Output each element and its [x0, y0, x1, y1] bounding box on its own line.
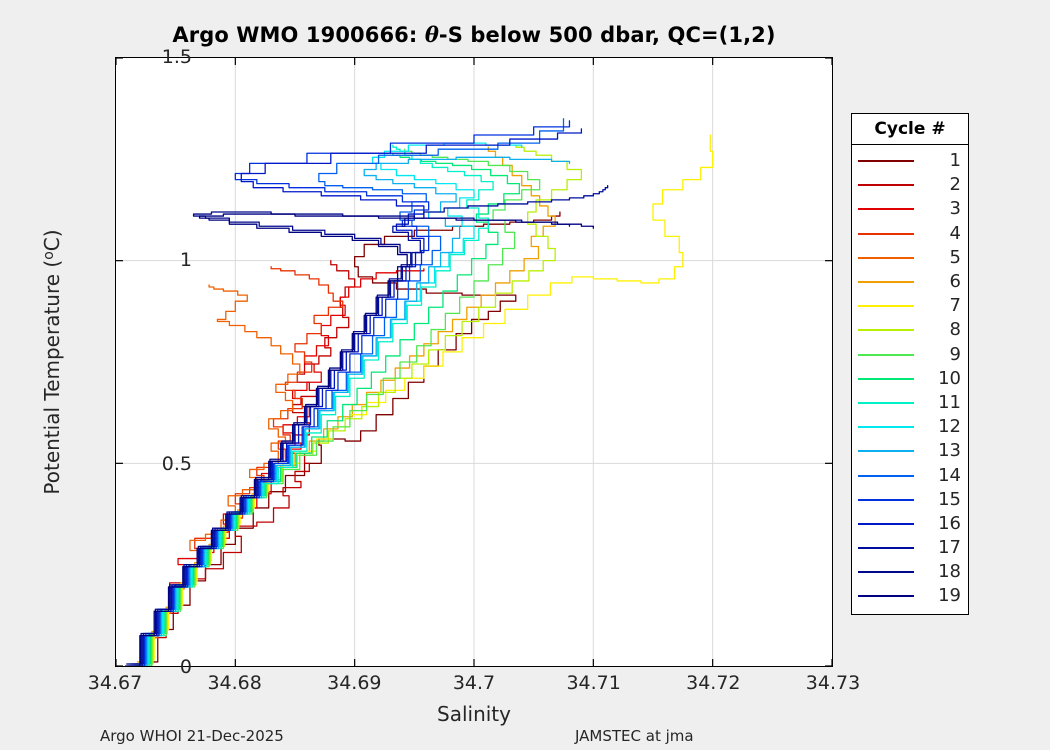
- series-line-17: [127, 185, 609, 666]
- legend-item-cycle-1[interactable]: 1: [852, 149, 968, 173]
- legend: Cycle # 1 2 3 4 5 6 7 8 9 10 11 12 13 14 15 16 17 18 19: [851, 113, 969, 615]
- x-tick-label: 34.73: [805, 672, 861, 694]
- legend-item-cycle-14[interactable]: 14: [852, 463, 968, 487]
- y-tick-label: 0: [179, 656, 192, 678]
- legend-color-swatch: [858, 547, 914, 550]
- legend-item-cycle-12[interactable]: 12: [852, 415, 968, 439]
- legend-color-swatch: [858, 184, 914, 187]
- legend-item-cycle-19[interactable]: 19: [852, 584, 968, 608]
- legend-color-swatch: [858, 426, 914, 429]
- y-tick-label: 0.5: [161, 452, 192, 475]
- plot-area: [115, 57, 833, 667]
- footer-left-text: Argo WHOI 21-Dec-2025: [100, 727, 284, 745]
- legend-item-label: 11: [938, 391, 961, 413]
- x-axis-label: Salinity: [437, 702, 511, 726]
- legend-item-cycle-9[interactable]: 9: [852, 343, 968, 367]
- chart-title: Argo WMO 1900666: θ-S below 500 dbar, QC…: [115, 22, 833, 47]
- series-line-13: [132, 156, 571, 666]
- legend-item-cycle-18[interactable]: 18: [852, 560, 968, 584]
- x-tick-label: 34.72: [686, 672, 741, 694]
- legend-color-swatch: [858, 256, 914, 259]
- legend-color-swatch: [858, 401, 914, 404]
- legend-item-label: 9: [949, 343, 961, 365]
- chart-title-suffix: -S below 500 dbar, QC=(1,2): [438, 23, 776, 47]
- y-axis-label: Potential Temperature (oC): [40, 229, 64, 495]
- legend-color-swatch: [858, 522, 914, 525]
- series-line-15: [129, 120, 571, 666]
- series-line-8: [138, 144, 583, 665]
- degree-symbol: o: [41, 251, 58, 260]
- chart-title-prefix: Argo WMO 1900666:: [172, 23, 425, 47]
- x-tick-label: 34.67: [87, 672, 143, 694]
- legend-item-cycle-3[interactable]: 3: [852, 197, 968, 221]
- series-line-7: [139, 134, 714, 661]
- legend-color-swatch: [858, 329, 914, 332]
- legend-item-cycle-2[interactable]: 2: [852, 173, 968, 197]
- legend-color-swatch: [858, 208, 914, 211]
- legend-item-label: 8: [949, 319, 961, 341]
- series-line-11: [134, 144, 494, 666]
- y-tick-label: 1.5: [161, 46, 192, 68]
- legend-item-cycle-7[interactable]: 7: [852, 294, 968, 318]
- x-tick-label: 34.69: [327, 672, 382, 694]
- x-tick-label: 34.68: [207, 672, 262, 694]
- legend-item-label: 12: [938, 416, 961, 438]
- legend-item-label: 10: [938, 367, 961, 389]
- series-line-2: [136, 260, 356, 666]
- legend-title: Cycle #: [852, 114, 968, 145]
- legend-item-label: 1: [949, 150, 961, 172]
- legend-color-swatch: [858, 353, 914, 356]
- legend-item-label: 5: [949, 246, 961, 268]
- y-tick-label: 1: [179, 249, 192, 272]
- x-tick-label: 34.71: [566, 672, 621, 694]
- legend-item-cycle-15[interactable]: 15: [852, 488, 968, 512]
- legend-item-label: 7: [949, 295, 961, 317]
- legend-item-label: 19: [938, 585, 961, 607]
- legend-color-swatch: [858, 474, 914, 477]
- legend-item-cycle-11[interactable]: 11: [852, 391, 968, 415]
- legend-color-swatch: [858, 160, 914, 163]
- legend-entries: 1 2 3 4 5 6 7 8 9 10 11 12 13 14 15 16 17 18 19: [852, 145, 968, 614]
- legend-color-swatch: [858, 595, 914, 598]
- legend-color-swatch: [858, 377, 914, 380]
- legend-item-label: 2: [949, 174, 961, 196]
- legend-item-cycle-5[interactable]: 5: [852, 246, 968, 270]
- series-line-19: [124, 213, 594, 666]
- legend-item-label: 6: [949, 271, 961, 293]
- legend-item-label: 17: [938, 537, 961, 559]
- series-line-14: [130, 118, 565, 665]
- legend-color-swatch: [858, 498, 914, 501]
- legend-color-swatch: [858, 305, 914, 308]
- legend-color-swatch: [858, 571, 914, 574]
- legend-item-label: 13: [938, 440, 961, 462]
- footer-right-text: JAMSTEC at jma: [575, 727, 694, 745]
- theta-s-scatter-canvas: [116, 58, 832, 666]
- x-tick-label: 34.7: [452, 672, 496, 694]
- series-line-16: [128, 128, 583, 665]
- legend-color-swatch: [858, 281, 914, 284]
- legend-item-cycle-10[interactable]: 10: [852, 367, 968, 391]
- legend-item-cycle-13[interactable]: 13: [852, 439, 968, 463]
- legend-color-swatch: [858, 450, 914, 453]
- series-line-18: [126, 211, 571, 665]
- legend-item-label: 14: [938, 464, 961, 486]
- legend-item-cycle-8[interactable]: 8: [852, 318, 968, 342]
- legend-item-label: 16: [938, 512, 961, 534]
- series-line-10: [135, 152, 520, 665]
- legend-item-label: 15: [938, 488, 961, 510]
- legend-item-label: 18: [938, 561, 961, 583]
- theta-symbol: θ: [424, 22, 439, 47]
- legend-item-label: 3: [949, 198, 961, 220]
- series-line-5: [132, 284, 301, 665]
- series-line-9: [136, 148, 541, 666]
- legend-item-label: 4: [949, 222, 961, 244]
- legend-item-cycle-16[interactable]: 16: [852, 512, 968, 536]
- legend-item-cycle-17[interactable]: 17: [852, 536, 968, 560]
- legend-item-cycle-4[interactable]: 4: [852, 222, 968, 246]
- legend-item-cycle-6[interactable]: 6: [852, 270, 968, 294]
- series-line-1: [139, 211, 561, 663]
- legend-color-swatch: [858, 232, 914, 235]
- series-line-12: [133, 142, 523, 665]
